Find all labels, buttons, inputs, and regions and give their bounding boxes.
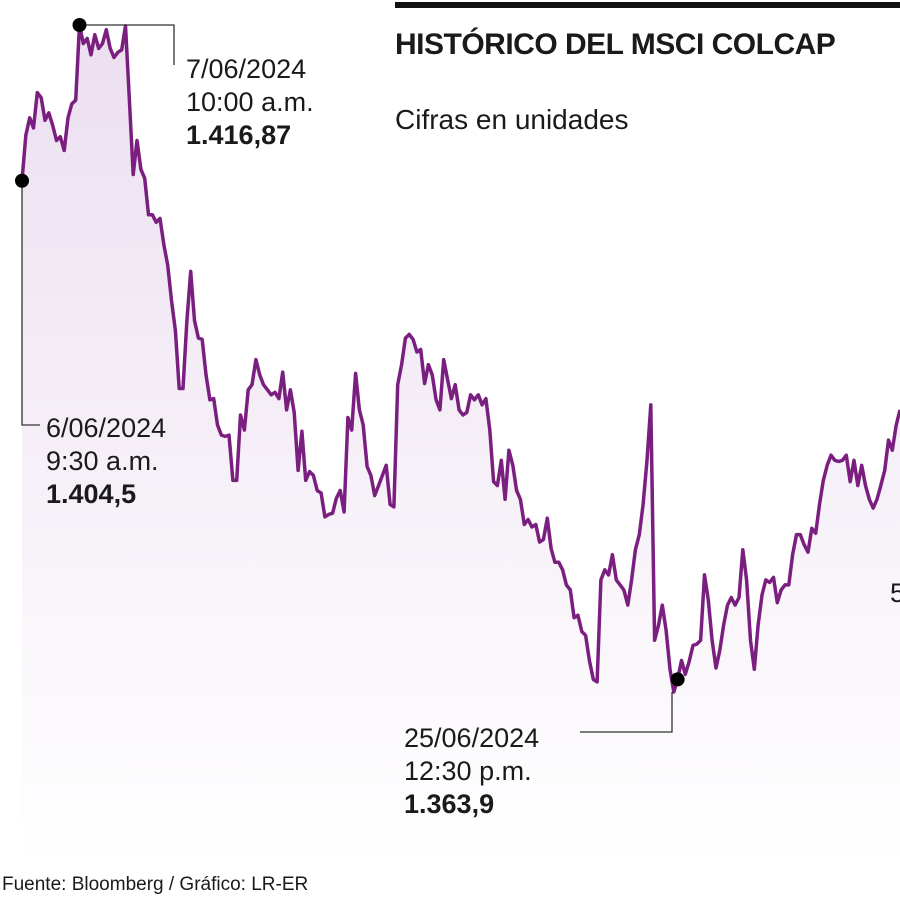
annotation-value: 1.363,9 xyxy=(404,789,495,819)
annotation-time: 12:30 p.m. xyxy=(404,756,532,786)
annotation-min: 25/06/2024 12:30 p.m. 1.363,9 xyxy=(404,722,539,821)
leader-line-start xyxy=(21,182,40,426)
annotation-time: 9:30 a.m. xyxy=(46,446,159,476)
chart-title: HISTÓRICO DEL MSCI COLCAP xyxy=(395,28,836,61)
annotation-marker xyxy=(670,672,685,687)
annotation-leaders xyxy=(21,24,673,733)
area-fill xyxy=(22,25,900,865)
annotation-value: 1.416,87 xyxy=(186,120,292,150)
annotation-value: 1.404,5 xyxy=(46,479,137,509)
annotation-marker xyxy=(15,173,29,188)
source-note: Fuente: Bloomberg / Gráfico: LR-ER xyxy=(2,874,309,895)
annotation-start: 6/06/2024 9:30 a.m. 1.404,5 xyxy=(46,412,166,511)
annotation-marker xyxy=(72,18,87,32)
leader-line-max xyxy=(79,24,175,65)
annotation-max: 7/06/2024 10:00 a.m. 1.416,87 xyxy=(186,53,314,152)
leader-line-min xyxy=(580,692,673,733)
chart-subtitle: Cifras en unidades xyxy=(395,104,629,135)
annotation-edge-clipped: 5 xyxy=(890,578,900,608)
annotation-time: 10:00 a.m. xyxy=(186,87,314,117)
annotation-date: 7/06/2024 xyxy=(186,54,307,84)
title-rule xyxy=(395,2,900,8)
annotation-date: 6/06/2024 xyxy=(46,413,167,443)
annotation-date: 25/06/2024 xyxy=(404,723,540,753)
series-line xyxy=(20,23,900,694)
